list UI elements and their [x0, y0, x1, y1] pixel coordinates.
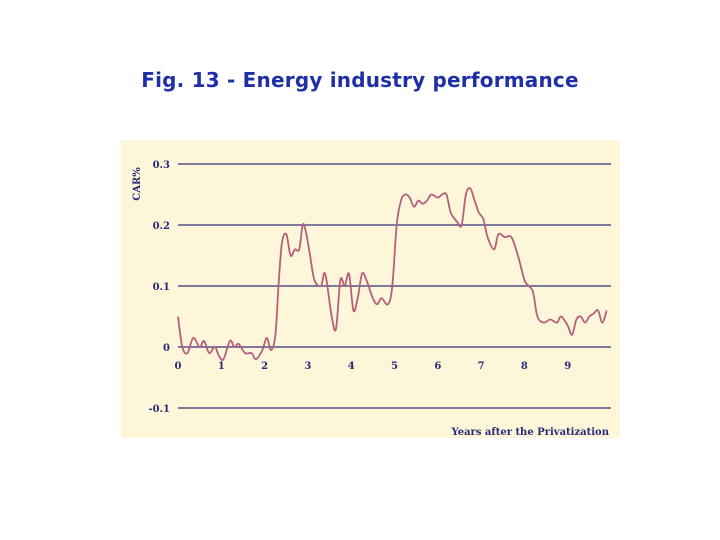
x-axis-title: Years after the Privatization [450, 427, 609, 438]
y-tick-label: 0.1 [153, 282, 170, 293]
grid-lines [178, 163, 611, 409]
y-tick-label: 0.2 [153, 221, 170, 232]
x-tick-label: 6 [434, 361, 441, 372]
x-tick-label: 9 [564, 361, 571, 372]
x-tick-label: 0 [175, 361, 182, 372]
chart-panel: 0.3 0.2 0.1 0 -0.1 0 1 2 3 4 5 6 7 8 9 CAR% Years aft… [121, 140, 620, 438]
x-tick-label: 4 [348, 361, 355, 372]
slide-title: Fig. 13 - Energy industry performance [141, 68, 579, 92]
y-tick-label: 0 [163, 343, 170, 354]
x-tick-label: 8 [521, 361, 528, 372]
y-tick-label: 0.3 [153, 160, 170, 171]
y-axis-title: CAR% [132, 167, 143, 201]
x-tick-labels: 0 1 2 3 4 5 6 7 8 9 [175, 361, 572, 372]
x-tick-label: 5 [391, 361, 398, 372]
y-tick-label: -0.1 [148, 404, 170, 415]
series-line [177, 187, 608, 361]
y-tick-labels: 0.3 0.2 0.1 0 -0.1 [148, 160, 170, 415]
x-tick-label: 3 [304, 361, 311, 372]
x-tick-label: 2 [261, 361, 268, 372]
x-tick-label: 1 [218, 361, 225, 372]
x-tick-label: 7 [478, 361, 485, 372]
line-chart: 0.3 0.2 0.1 0 -0.1 0 1 2 3 4 5 6 7 8 9 CAR% Years aft… [132, 160, 611, 438]
